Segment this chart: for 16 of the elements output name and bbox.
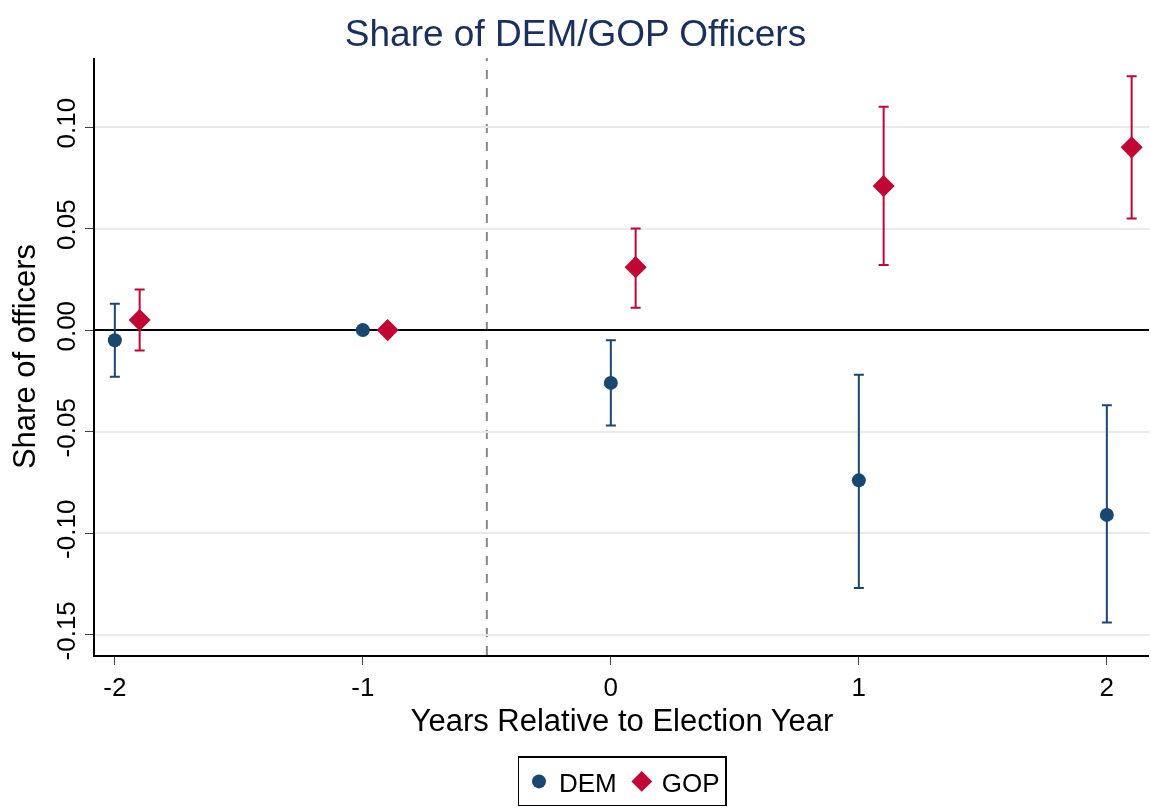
y-tick-label: -0.15 bbox=[50, 601, 81, 661]
y-tick-label: -0.10 bbox=[50, 499, 81, 559]
x-tick-label: -2 bbox=[103, 671, 127, 702]
legend-label: DEM bbox=[559, 767, 617, 798]
y-tick-label: -0.05 bbox=[50, 398, 81, 458]
x-tick-label: 1 bbox=[851, 671, 867, 702]
x-tick-label: 0 bbox=[603, 671, 619, 702]
y-axis-title: Share of officers bbox=[7, 243, 42, 470]
x-axis-title: Years Relative to Election Year bbox=[410, 702, 834, 738]
x-tick-label: -1 bbox=[351, 671, 375, 702]
y-tick-label: 0.10 bbox=[50, 97, 81, 149]
y-tick-label: 0.00 bbox=[50, 300, 81, 352]
y-tick-label: 0.05 bbox=[50, 199, 81, 250]
x-tick-label: 2 bbox=[1099, 671, 1115, 702]
chart-title: Share of DEM/GOP Officers bbox=[344, 13, 807, 55]
legend-label: GOP bbox=[661, 767, 720, 798]
